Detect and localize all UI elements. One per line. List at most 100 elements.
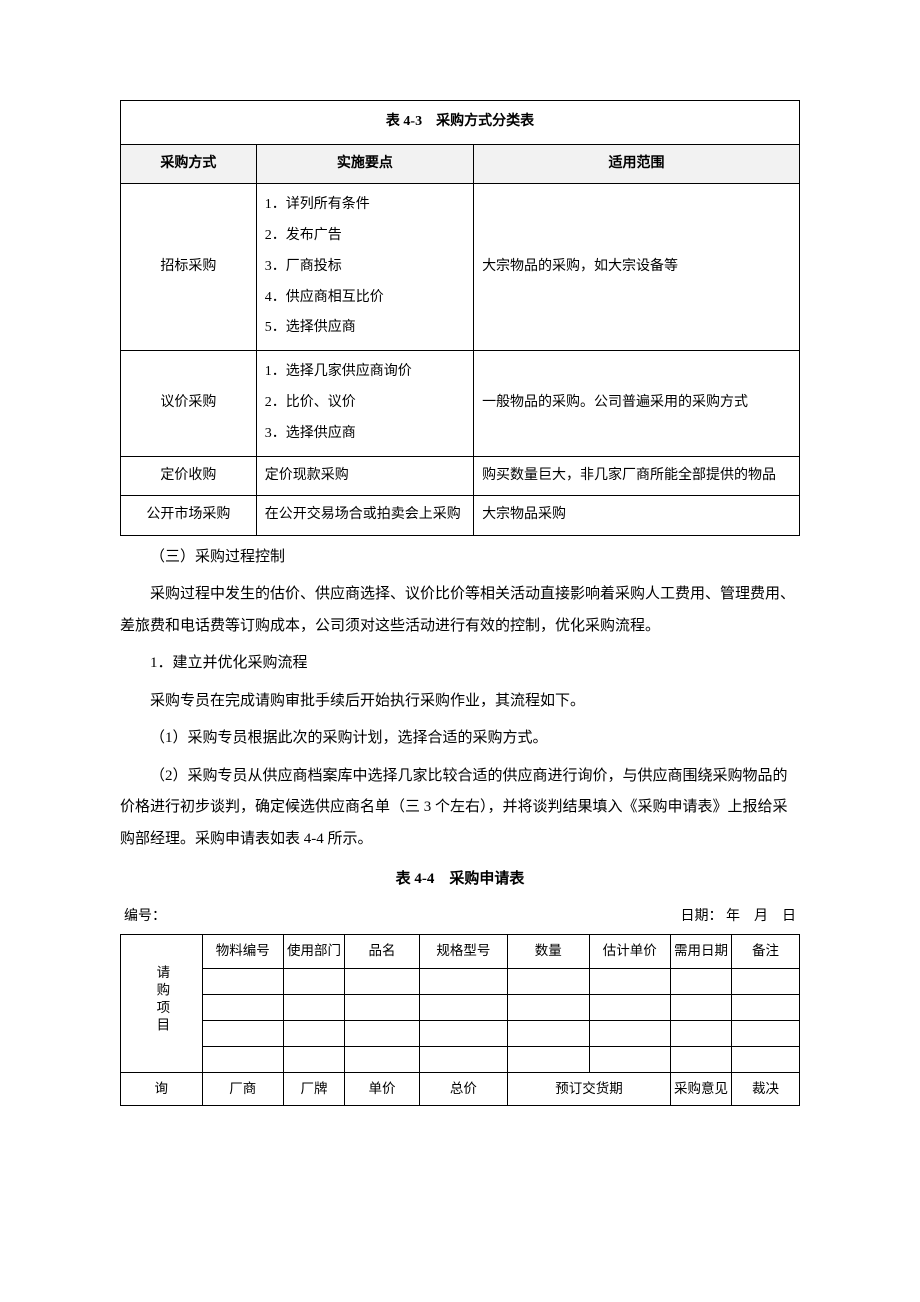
col-header: 使用部门 — [284, 935, 345, 968]
col-header: 备注 — [732, 935, 800, 968]
blank-cell — [508, 1020, 589, 1046]
col-header: 总价 — [419, 1072, 507, 1105]
blank-cell — [345, 1020, 420, 1046]
blank-cell — [345, 968, 420, 994]
col-header: 裁决 — [732, 1072, 800, 1105]
table-row — [121, 1046, 800, 1072]
cell-points: 1．详列所有条件 2．发布广告 3．厂商投标 4．供应商相互比价 5．选择供应商 — [256, 184, 473, 351]
point-item: 1．详列所有条件 — [265, 190, 465, 221]
blank-cell — [419, 994, 507, 1020]
col-header: 数量 — [508, 935, 589, 968]
point-item: 2．发布广告 — [265, 221, 465, 252]
cell-scope: 大宗物品的采购，如大宗设备等 — [474, 184, 800, 351]
table-row: 议价采购 1．选择几家供应商询价 2．比价、议价 3．选择供应商 一般物品的采购… — [121, 351, 800, 456]
table-row — [121, 968, 800, 994]
table-4-3-title: 表 4-3 采购方式分类表 — [121, 101, 800, 145]
table-4-3-title-row: 表 4-3 采购方式分类表 — [121, 101, 800, 145]
meta-date: 日期： 年 月 日 — [681, 904, 797, 931]
blank-cell — [202, 1046, 283, 1072]
cell-scope: 大宗物品采购 — [474, 496, 800, 536]
cell-scope: 一般物品的采购。公司普遍采用的采购方式 — [474, 351, 800, 456]
col-header: 预订交货期 — [508, 1072, 671, 1105]
meta-no-label: 编号： — [124, 904, 166, 931]
blank-cell — [732, 968, 800, 994]
paragraph-heading-3: （三）采购过程控制 — [120, 542, 800, 574]
cell-scope: 购买数量巨大，非几家厂商所能全部提供的物品 — [474, 456, 800, 496]
col-header: 估计单价 — [589, 935, 670, 968]
cell-method: 招标采购 — [121, 184, 257, 351]
page: 表 4-3 采购方式分类表 采购方式 实施要点 适用范围 招标采购 1．详列所有… — [0, 0, 920, 1186]
cell-method: 定价收购 — [121, 456, 257, 496]
table-4-4-sec1-header: 请购项目 物料编号 使用部门 品名 规格型号 数量 估计单价 需用日期 备注 — [121, 935, 800, 968]
cell-points: 定价现款采购 — [256, 456, 473, 496]
blank-cell — [508, 1046, 589, 1072]
paragraph-step-1: 1．建立并优化采购流程 — [120, 648, 800, 680]
col-header: 单价 — [345, 1072, 420, 1105]
col-header: 物料编号 — [202, 935, 283, 968]
col-header: 采购意见 — [671, 1072, 732, 1105]
col-scope: 适用范围 — [474, 144, 800, 184]
meta-date-label: 日期： — [681, 909, 723, 924]
point-item: 1．选择几家供应商询价 — [265, 357, 465, 388]
col-method: 采购方式 — [121, 144, 257, 184]
col-header: 厂商 — [202, 1072, 283, 1105]
cell-points: 1．选择几家供应商询价 2．比价、议价 3．选择供应商 — [256, 351, 473, 456]
blank-cell — [671, 1020, 732, 1046]
col-header: 需用日期 — [671, 935, 732, 968]
blank-cell — [508, 968, 589, 994]
blank-cell — [284, 968, 345, 994]
blank-cell — [671, 994, 732, 1020]
blank-cell — [284, 994, 345, 1020]
blank-cell — [345, 1046, 420, 1072]
table-4-4-sec2-header: 询 厂商 厂牌 单价 总价 预订交货期 采购意见 裁决 — [121, 1072, 800, 1105]
table-row: 公开市场采购 在公开交易场合或拍卖会上采购 大宗物品采购 — [121, 496, 800, 536]
paragraph: （2）采购专员从供应商档案库中选择几家比较合适的供应商进行询价，与供应商围绕采购… — [120, 761, 800, 856]
col-header: 品名 — [345, 935, 420, 968]
point-item: 3．厂商投标 — [265, 252, 465, 283]
col-points: 实施要点 — [256, 144, 473, 184]
cell-method: 公开市场采购 — [121, 496, 257, 536]
blank-cell — [419, 1046, 507, 1072]
table-4-4-title: 表 4-4 采购申请表 — [120, 865, 800, 894]
table-row: 定价收购 定价现款采购 购买数量巨大，非几家厂商所能全部提供的物品 — [121, 456, 800, 496]
table-4-4-meta: 编号： 日期： 年 月 日 — [120, 904, 800, 935]
paragraph: （1）采购专员根据此次的采购计划，选择合适的采购方式。 — [120, 723, 800, 755]
cell-points: 在公开交易场合或拍卖会上采购 — [256, 496, 473, 536]
point-item: 4．供应商相互比价 — [265, 283, 465, 314]
blank-cell — [202, 968, 283, 994]
point-item: 3．选择供应商 — [265, 419, 465, 450]
table-row — [121, 994, 800, 1020]
sec2-vertical-label: 询 — [121, 1072, 203, 1105]
table-4-3-header-row: 采购方式 实施要点 适用范围 — [121, 144, 800, 184]
blank-cell — [671, 968, 732, 994]
blank-cell — [508, 994, 589, 1020]
blank-cell — [732, 1046, 800, 1072]
blank-cell — [345, 994, 420, 1020]
blank-cell — [589, 1046, 670, 1072]
blank-cell — [732, 994, 800, 1020]
blank-cell — [589, 1020, 670, 1046]
blank-cell — [589, 968, 670, 994]
table-4-3: 表 4-3 采购方式分类表 采购方式 实施要点 适用范围 招标采购 1．详列所有… — [120, 100, 800, 536]
table-4-4: 请购项目 物料编号 使用部门 品名 规格型号 数量 估计单价 需用日期 备注 询… — [120, 934, 800, 1106]
blank-cell — [589, 994, 670, 1020]
sec1-vertical-label: 请购项目 — [121, 935, 203, 1072]
blank-cell — [202, 1020, 283, 1046]
point-item: 5．选择供应商 — [265, 313, 465, 344]
table-row — [121, 1020, 800, 1046]
paragraph: 采购过程中发生的估价、供应商选择、议价比价等相关活动直接影响着采购人工费用、管理… — [120, 579, 800, 642]
blank-cell — [732, 1020, 800, 1046]
cell-method: 议价采购 — [121, 351, 257, 456]
blank-cell — [419, 1020, 507, 1046]
blank-cell — [671, 1046, 732, 1072]
point-item: 2．比价、议价 — [265, 388, 465, 419]
meta-date-suffix: 年 月 日 — [726, 909, 796, 924]
blank-cell — [419, 968, 507, 994]
blank-cell — [284, 1046, 345, 1072]
blank-cell — [202, 994, 283, 1020]
col-header: 规格型号 — [419, 935, 507, 968]
blank-cell — [284, 1020, 345, 1046]
paragraph: 采购专员在完成请购审批手续后开始执行采购作业，其流程如下。 — [120, 686, 800, 718]
table-row: 招标采购 1．详列所有条件 2．发布广告 3．厂商投标 4．供应商相互比价 5．… — [121, 184, 800, 351]
col-header: 厂牌 — [284, 1072, 345, 1105]
